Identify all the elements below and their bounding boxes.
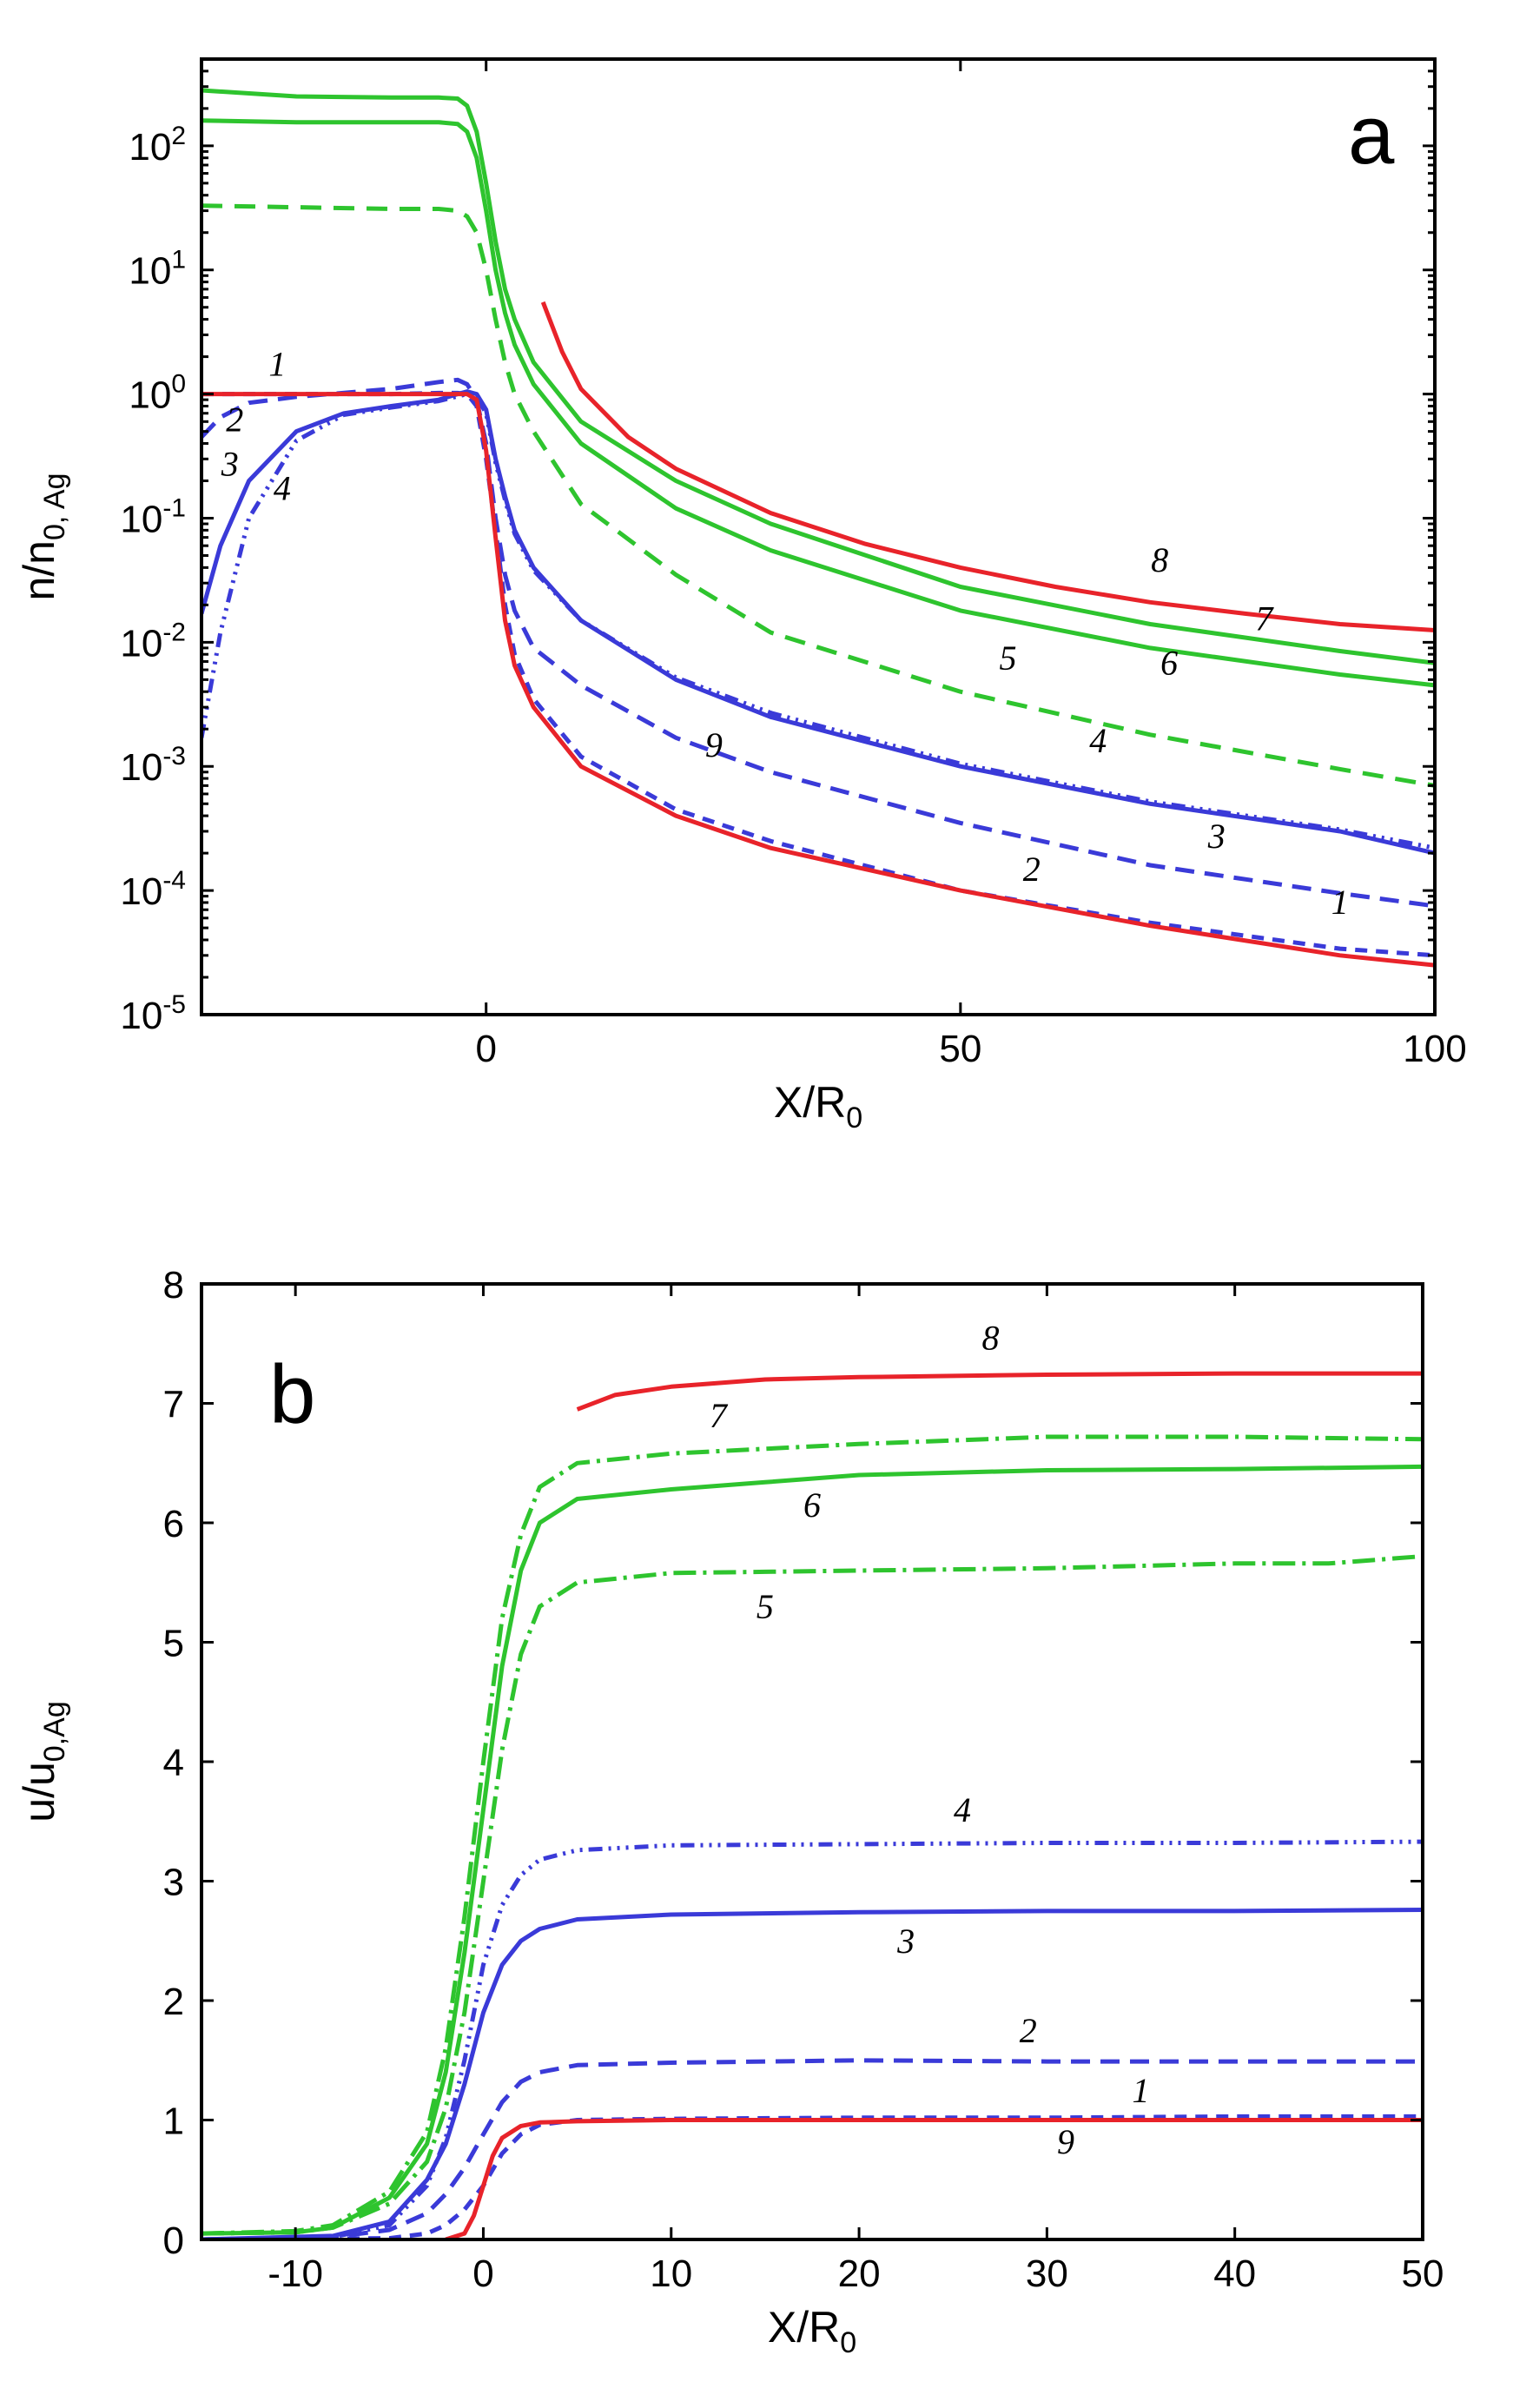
panel-b: -10 0 10 20 30 40 50 0 1 2 3 4 5 6 7 8 X/R0 u/u0,Ag 8 7 6 5 4 3… <box>15 1264 1444 2359</box>
curve-label: 4 <box>274 469 291 508</box>
series-6-line <box>202 1464 1423 2236</box>
series-2-line <box>202 377 1435 909</box>
y-axis-title: u/u0,Ag <box>15 1701 71 1822</box>
x-tick-label: 30 <box>1026 2253 1068 2295</box>
series-4-line <box>202 1839 1423 2239</box>
y-tick-label: 4 <box>163 1742 184 1784</box>
series-5-line <box>202 203 1435 788</box>
x-tick-label: 20 <box>838 2253 881 2295</box>
series-group <box>202 88 1435 968</box>
curve-label: 9 <box>705 725 723 764</box>
series-9-line <box>202 392 1435 968</box>
y-tick-label: 102 <box>129 122 186 169</box>
curve-label: 8 <box>981 1319 999 1358</box>
y-tick-label: 10-3 <box>120 742 186 789</box>
plot-frame <box>200 1282 1424 2241</box>
y-tick-label: 5 <box>163 1623 184 1665</box>
curve-label: 3 <box>1207 817 1226 856</box>
x-axis-title: X/R0 <box>768 2303 856 2359</box>
plot-frame <box>200 57 1437 1016</box>
x-tick-label: 40 <box>1213 2253 1256 2295</box>
x-tick-label: 0 <box>472 2253 493 2295</box>
curve-label: 8 <box>1151 540 1168 579</box>
y-axis-title: n/n0, Ag <box>15 473 71 600</box>
x-tick-label: -10 <box>268 2253 323 2295</box>
series-6-line <box>202 118 1435 688</box>
series-4-line <box>202 392 1435 850</box>
x-tick-label: 100 <box>1403 1028 1466 1070</box>
curve-label: 4 <box>1089 721 1107 760</box>
curve-label: 1 <box>268 345 286 384</box>
y-tick-label: 10-2 <box>120 618 186 665</box>
curve-label: 4 <box>954 1790 971 1829</box>
curve-label: 1 <box>1133 2071 1150 2110</box>
curve-label: 6 <box>1160 643 1178 682</box>
y-tick-label: 10-4 <box>120 866 186 913</box>
y-tick-label: 0 <box>163 2219 184 2262</box>
y-tick-label: 2 <box>163 1981 184 2023</box>
curve-label: 5 <box>999 638 1016 678</box>
panel-a: 0 50 100 10-5 10-4 10-3 10-2 10-1 100 101 102 X/R0 n… <box>15 57 1467 1135</box>
x-tick-label: 50 <box>1402 2253 1444 2295</box>
curve-label: 2 <box>1020 2011 1037 2050</box>
curve-label: 6 <box>803 1485 821 1525</box>
y-tick-label: 3 <box>163 1862 184 1904</box>
series-2-line <box>202 2058 1423 2239</box>
panel-letter: a <box>1348 89 1395 182</box>
x-tick-label: 10 <box>650 2253 692 2295</box>
curve-label: 5 <box>756 1587 774 1626</box>
series-1-line <box>202 390 1435 958</box>
series-3-line <box>202 1908 1423 2239</box>
curve-label: 3 <box>896 1922 915 1961</box>
y-tick-label: 6 <box>163 1503 184 1545</box>
y-tick-label: 10-1 <box>120 493 186 540</box>
series-9-line <box>445 2118 1423 2239</box>
curve-label: 2 <box>226 400 243 440</box>
curve-label: 2 <box>1023 850 1041 889</box>
y-tick-label: 7 <box>163 1384 184 1426</box>
y-tick-label: 100 <box>129 370 186 417</box>
x-axis-title: X/R0 <box>774 1078 862 1135</box>
curve-label: 7 <box>710 1396 729 1435</box>
x-tick-label: 50 <box>939 1028 981 1070</box>
curve-label: 3 <box>221 445 239 484</box>
curve-label: 9 <box>1057 2122 1074 2161</box>
panel-letter: b <box>269 1348 315 1441</box>
y-tick-label: 101 <box>129 246 186 293</box>
curve-label: 7 <box>1255 599 1274 638</box>
y-tick-label: 8 <box>163 1264 184 1307</box>
series-group <box>202 1371 1423 2239</box>
series-8-line <box>576 1371 1423 1412</box>
series-8-line <box>540 301 1435 632</box>
series-7-line <box>202 88 1435 665</box>
x-tick-label: 0 <box>475 1028 496 1070</box>
series-7-line <box>202 1434 1423 2236</box>
series-1-line <box>202 2114 1423 2239</box>
curve-label: 1 <box>1331 883 1349 922</box>
y-tick-label: 1 <box>163 2100 184 2143</box>
series-5-line <box>202 1554 1423 2236</box>
y-tick-label: 10-5 <box>120 990 186 1037</box>
